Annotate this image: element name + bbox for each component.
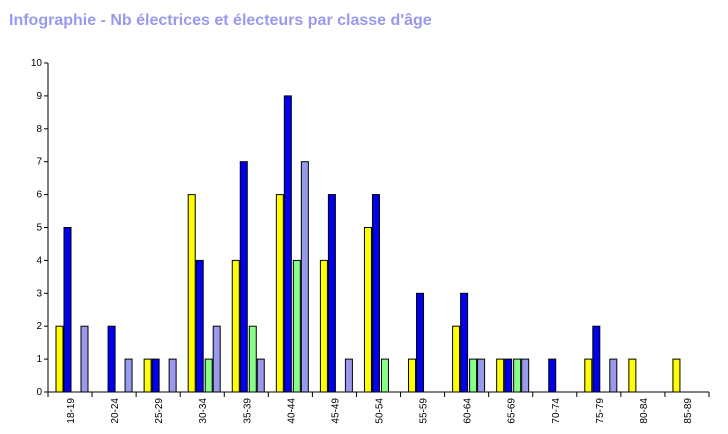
axes-layer: 0 1 2 3 4 5 6 7 8 9 10 18-19 20-24 25-29 30-34 35-39 40-… (31, 58, 710, 424)
bar-40-44-s4 (300, 161, 309, 393)
bar-30-34-s1 (187, 194, 196, 393)
y-tick-label: 6 (36, 190, 42, 201)
y-tick-label: 2 (36, 321, 42, 332)
bar-20-24-s4 (124, 358, 133, 393)
bars-layer (55, 95, 681, 393)
bar-30-34-s3 (204, 358, 213, 393)
bar-50-54-s2 (371, 194, 380, 393)
bar-75-79-s4 (609, 358, 618, 393)
x-tick-label: 55-59 (419, 398, 430, 424)
bar-45-49-s1 (319, 259, 328, 393)
bar-18-19-s1 (55, 325, 64, 393)
bar-60-64-s1 (452, 325, 461, 393)
bar-40-44-s3 (292, 259, 301, 393)
x-tick-label: 50-54 (375, 398, 386, 424)
bar-35-39-s2 (239, 161, 248, 393)
bar-50-54-s1 (363, 227, 372, 393)
bar-45-49-s2 (327, 194, 336, 393)
y-tick-label: 5 (36, 223, 42, 234)
bar-65-69-s2 (504, 358, 513, 393)
x-tick-label: 30-34 (198, 398, 209, 424)
x-tick-label: 80-84 (639, 398, 650, 424)
bar-25-29-s2 (151, 358, 160, 393)
bar-30-34-s2 (195, 259, 204, 393)
bar-30-34-s4 (212, 325, 221, 393)
bar-35-39-s4 (256, 358, 265, 393)
y-tick-label: 3 (36, 288, 42, 299)
y-tick-label: 10 (31, 58, 43, 69)
x-tick-label: 20-24 (110, 398, 121, 424)
bar-50-54-s3 (380, 358, 389, 393)
x-tick-label: 35-39 (242, 398, 253, 424)
x-tick-label: 85-89 (683, 398, 694, 424)
x-tick-label: 25-29 (154, 398, 165, 424)
bar-55-59-s2 (416, 292, 425, 393)
bar-25-29-s1 (143, 358, 152, 393)
bar-80-84-s1 (628, 358, 637, 393)
x-tick-label: 45-49 (330, 398, 341, 424)
bar-65-69-s4 (521, 358, 530, 393)
x-tick-label: 18-19 (66, 398, 77, 424)
bar-35-39-s1 (231, 259, 240, 393)
y-tick-label: 0 (36, 387, 42, 398)
bar-25-29-s4 (168, 358, 177, 393)
y-tick-label: 8 (36, 124, 42, 135)
bar-70-74-s2 (548, 358, 557, 393)
bar-60-64-s2 (460, 292, 469, 393)
y-tick-label: 7 (36, 157, 42, 168)
y-tick-label: 4 (36, 255, 42, 266)
bar-55-59-s1 (408, 358, 417, 393)
bar-35-39-s3 (248, 325, 257, 393)
x-tick-label: 65-69 (507, 398, 518, 424)
bar-40-44-s2 (283, 95, 292, 393)
bar-85-89-s1 (672, 358, 681, 393)
bar-18-19-s4 (80, 325, 89, 393)
bar-40-44-s1 (275, 194, 284, 393)
bar-75-79-s2 (592, 325, 601, 393)
bar-20-24-s2 (107, 325, 116, 393)
bar-65-69-s1 (496, 358, 505, 393)
bar-18-19-s2 (63, 227, 72, 393)
x-tick-label: 75-79 (595, 398, 606, 424)
bar-75-79-s1 (584, 358, 593, 393)
x-tick-label: 70-74 (551, 398, 562, 424)
chart-title: Infographie - Nb électrices et électeurs… (9, 12, 432, 29)
bar-45-49-s4 (344, 358, 353, 393)
y-tick-label: 1 (36, 354, 42, 365)
x-tick-label: 60-64 (463, 398, 474, 424)
y-tick-label: 9 (36, 91, 42, 102)
bar-60-64-s3 (469, 358, 478, 393)
x-tick-label: 40-44 (286, 398, 297, 424)
bar-60-64-s4 (477, 358, 486, 393)
bar-65-69-s3 (513, 358, 522, 393)
